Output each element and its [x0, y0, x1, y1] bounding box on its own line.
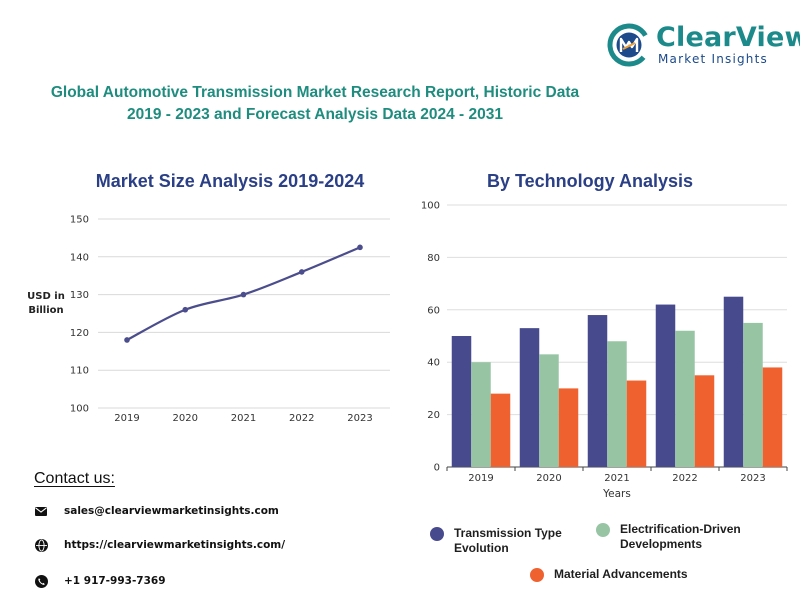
contact-phone[interactable]: +1 917-993-7369 — [64, 575, 166, 587]
line-x-tick-label: 2022 — [289, 413, 314, 424]
report-title: Global Automotive Transmission Market Re… — [35, 82, 595, 126]
legend-swatch-series3 — [530, 568, 544, 582]
brand-name: ClearView — [656, 22, 800, 53]
market-size-point — [357, 244, 363, 251]
contact-email[interactable]: sales@clearviewmarketinsights.com — [64, 505, 279, 517]
clearview-logo: ClearView Market Insights — [606, 22, 800, 70]
contact-website-row: https://clearviewmarketinsights.com/ — [34, 536, 285, 554]
legend-item-electrification: Electrification-Driven Developments — [596, 522, 741, 552]
legend-label-series2-line2: Developments — [620, 537, 703, 551]
bar-2-2021 — [626, 380, 647, 467]
bar-chart-title: By Technology Analysis — [486, 171, 694, 191]
ylabel-line2: Billion — [28, 305, 64, 316]
line-x-tick-label: 2020 — [173, 413, 198, 424]
bar-x-tick-label: 2023 — [740, 473, 765, 484]
report-title-line1: Global Automotive Transmission Market Re… — [50, 84, 580, 101]
line-y-tick-label: 110 — [70, 366, 89, 377]
bar-x-tick-label: 2019 — [468, 473, 493, 484]
bar-x-tick-label: 2022 — [672, 473, 697, 484]
bar-x-axis-label: Years — [602, 488, 631, 500]
bar-0-2022 — [655, 304, 676, 467]
market-size-point — [240, 291, 247, 298]
brand-tagline: Market Insights — [658, 52, 768, 66]
legend-swatch-series2 — [596, 523, 610, 537]
line-chart-ylabel: USD in Billion — [18, 290, 74, 318]
line-x-tick-label: 2019 — [114, 413, 139, 424]
bar-y-tick-label: 40 — [427, 358, 440, 369]
legend-label-series1-line1: Transmission Type — [454, 526, 562, 540]
legend-label-series2-line1: Electrification-Driven — [620, 522, 741, 536]
market-size-point — [298, 269, 305, 275]
contact-phone-row: +1 917-993-7369 — [34, 572, 166, 590]
globe-icon — [34, 538, 48, 552]
bar-0-2023 — [723, 296, 744, 467]
legend-item-transmission: Transmission Type Evolution — [430, 526, 562, 556]
contact-website[interactable]: https://clearviewmarketinsights.com/ — [64, 539, 286, 551]
logo-mark-icon — [607, 23, 651, 67]
line-chart: 100 110 120 130 140 150 2019 2020 2021 2022 2023 — [70, 215, 390, 424]
phone-icon — [34, 574, 48, 588]
bar-2-2022 — [694, 375, 715, 467]
bar-1-2023 — [743, 322, 763, 467]
market-size-point — [182, 306, 189, 313]
report-title-line2: 2019 - 2023 and Forecast Analysis Data 2… — [127, 106, 503, 123]
line-y-tick-label: 140 — [70, 252, 89, 263]
bar-x-tick-label: 2020 — [536, 473, 561, 484]
bar-y-tick-label: 20 — [427, 410, 440, 421]
line-y-tick-label: 130 — [70, 290, 89, 301]
bar-y-tick-label: 0 — [434, 463, 440, 474]
bar-1-2020 — [539, 354, 559, 467]
line-chart-title: Market Size Analysis 2019-2024 — [95, 171, 365, 191]
bar-2-2020 — [558, 388, 579, 467]
contact-email-row: sales@clearviewmarketinsights.com — [34, 502, 279, 520]
line-x-tick-label: 2023 — [347, 413, 372, 424]
legend-label-series3: Material Advancements — [554, 567, 688, 581]
bar-1-2021 — [607, 341, 627, 467]
ylabel-line1: USD in — [27, 291, 65, 302]
bar-0-2020 — [519, 328, 540, 467]
email-icon — [34, 504, 48, 518]
legend-item-material: Material Advancements — [530, 567, 688, 582]
line-y-tick-label: 100 — [70, 404, 89, 415]
bar-0-2021 — [587, 315, 608, 467]
line-y-tick-label: 150 — [70, 215, 89, 226]
bar-1-2019 — [471, 362, 491, 467]
bar-1-2022 — [675, 330, 695, 467]
bar-y-tick-label: 100 — [421, 201, 440, 212]
contact-heading: Contact us: — [34, 470, 115, 487]
bar-chart: 0 20 40 60 80 100 2019 2020 2021 2022 2023 Years — [421, 201, 788, 500]
bar-y-tick-label: 80 — [427, 253, 440, 264]
bar-x-tick-label: 2021 — [604, 473, 629, 484]
market-size-point — [124, 337, 130, 343]
legend-label-series1-line2: Evolution — [454, 541, 509, 555]
line-y-tick-label: 120 — [70, 328, 89, 339]
line-x-tick-label: 2021 — [231, 413, 256, 424]
bar-2-2019 — [490, 393, 511, 467]
bar-2-2023 — [762, 367, 783, 467]
bar-0-2019 — [451, 336, 472, 467]
bar-y-tick-label: 60 — [427, 305, 440, 316]
legend-swatch-series1 — [430, 527, 444, 541]
